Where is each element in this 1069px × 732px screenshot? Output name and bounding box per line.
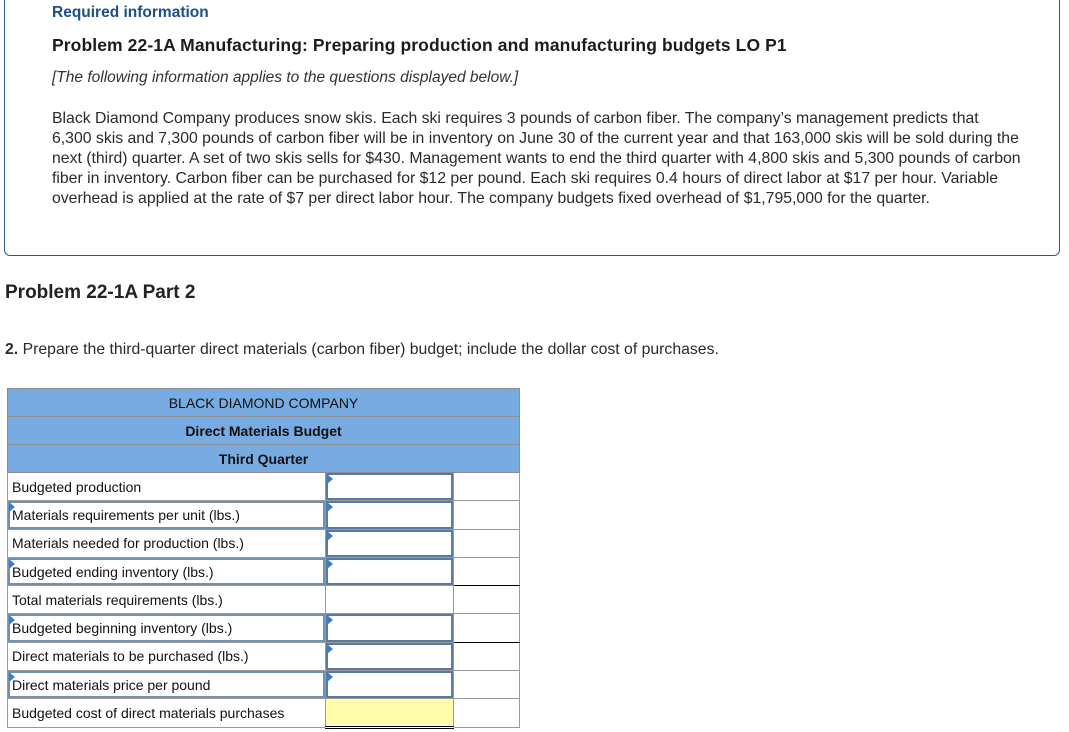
row-label-price-per-pound-select[interactable]: Direct materials price per pound — [7, 670, 326, 700]
dropdown-marker-icon — [327, 502, 333, 513]
materials-per-unit-input[interactable] — [325, 500, 454, 530]
applies-note: [The following information applies to th… — [52, 69, 519, 86]
total-materials-cell — [325, 585, 454, 615]
table-row: Budgeted production — [7, 471, 520, 502]
required-information-panel — [4, 0, 1060, 256]
spacer-cell — [453, 698, 520, 728]
dropdown-marker-icon — [327, 672, 333, 683]
row-label-total-materials: Total materials requirements (lbs.) — [7, 585, 326, 615]
row-label-text: Materials requirements per unit (lbs.) — [12, 506, 240, 523]
dropdown-marker-icon — [327, 530, 333, 541]
spacer-cell — [453, 613, 520, 643]
spacer-cell — [453, 471, 520, 502]
beginning-inventory-input[interactable] — [325, 613, 454, 643]
problem-paragraph: Black Diamond Company produces snow skis… — [52, 110, 1021, 207]
row-label-ending-inventory-select[interactable]: Budgeted ending inventory (lbs.) — [7, 556, 326, 587]
dropdown-marker-icon — [9, 615, 15, 626]
spacer-cell — [453, 670, 520, 700]
table-row: Direct materials price per pound — [7, 670, 520, 700]
dropdown-marker-icon — [327, 643, 333, 654]
dropdown-marker-icon — [9, 558, 15, 569]
budgeted-cost-output — [325, 698, 454, 729]
dropdown-marker-icon — [9, 672, 15, 683]
row-label-text: Budgeted beginning inventory (lbs.) — [12, 620, 233, 637]
row-label-budgeted-cost: Budgeted cost of direct materials purcha… — [7, 698, 326, 728]
table-row: Direct materials to be purchased (lbs.) — [7, 641, 520, 672]
dropdown-marker-icon — [327, 474, 333, 484]
table-row: Materials needed for production (lbs.) — [7, 528, 520, 558]
row-label-materials-per-unit-select[interactable]: Materials requirements per unit (lbs.) — [7, 500, 326, 530]
budget-period-header: Third Quarter — [7, 444, 520, 473]
budgeted-production-input[interactable] — [325, 471, 454, 502]
spacer-cell — [453, 528, 520, 558]
question-text: 2. Prepare the third-quarter direct mate… — [5, 341, 719, 359]
spacer-cell — [453, 641, 520, 672]
dropdown-marker-icon — [9, 502, 15, 513]
spacer-cell — [453, 500, 520, 530]
table-row: Budgeted beginning inventory (lbs.) — [7, 613, 520, 643]
question-number: 2. — [5, 341, 19, 358]
part-title: Problem 22-1A Part 2 — [5, 282, 196, 303]
row-label-budgeted-production: Budgeted production — [7, 471, 326, 502]
spacer-cell — [453, 556, 520, 587]
budget-title-header: Direct Materials Budget — [7, 416, 520, 445]
problem-title: Problem 22-1A Manufacturing: Preparing p… — [52, 35, 787, 55]
ending-inventory-input[interactable] — [325, 556, 454, 587]
row-label-text: Direct materials price per pound — [12, 676, 211, 693]
table-row: Total materials requirements (lbs.) — [7, 585, 520, 615]
dropdown-marker-icon — [327, 615, 333, 626]
to-be-purchased-input[interactable] — [325, 641, 454, 672]
direct-materials-budget-table: BLACK DIAMOND COMPANY Direct Materials B… — [7, 388, 520, 729]
dropdown-marker-icon — [327, 558, 333, 569]
row-label-to-be-purchased: Direct materials to be purchased (lbs.) — [7, 641, 326, 672]
spacer-cell — [453, 585, 520, 615]
table-row: Budgeted ending inventory (lbs.) — [7, 556, 520, 587]
required-information-label: Required information — [52, 4, 209, 21]
price-per-pound-input[interactable] — [325, 670, 454, 700]
table-row: Budgeted cost of direct materials purcha… — [7, 698, 520, 729]
row-label-materials-needed: Materials needed for production (lbs.) — [7, 528, 326, 558]
materials-needed-input[interactable] — [325, 528, 454, 558]
table-row: Materials requirements per unit (lbs.) — [7, 500, 520, 530]
company-name-header: BLACK DIAMOND COMPANY — [7, 388, 520, 417]
row-label-beginning-inventory-select[interactable]: Budgeted beginning inventory (lbs.) — [7, 613, 326, 643]
question-body: Prepare the third-quarter direct materia… — [18, 341, 719, 358]
row-label-text: Budgeted ending inventory (lbs.) — [12, 563, 214, 580]
